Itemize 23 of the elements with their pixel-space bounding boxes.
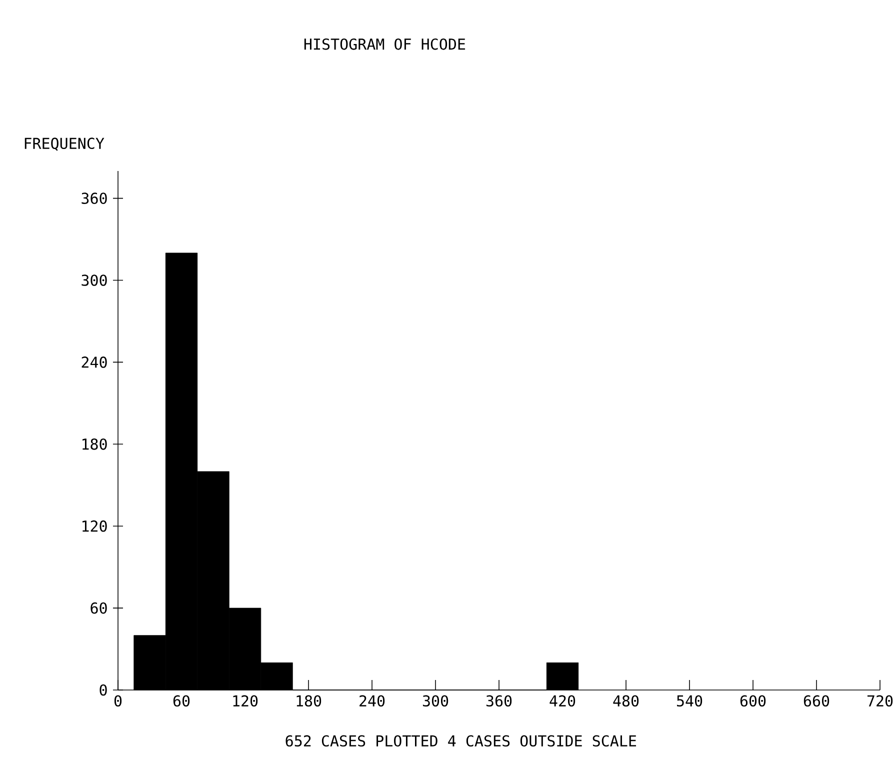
x-tick-label: 660 [804, 695, 830, 707]
chart-title: HISTOGRAM OF HCODE [304, 38, 466, 50]
x-tick-label: 360 [486, 695, 512, 707]
x-tick-label: 180 [296, 695, 322, 707]
y-tick-label: 0 [100, 684, 107, 696]
y-tick-label: 240 [82, 356, 107, 368]
y-tick-label: 180 [82, 438, 107, 450]
x-tick-label: 0 [114, 695, 122, 707]
y-tick-label: 60 [90, 602, 107, 614]
x-tick-label: 600 [740, 695, 766, 707]
x-tick-label: 300 [422, 695, 448, 707]
y-tick-label: 300 [82, 274, 107, 286]
text: 652 CASES PLOTTED 4 CASES OUTSIDE SCALE [286, 735, 636, 747]
y-axis-title: FREQUENCY [24, 138, 104, 151]
y-tick-label: 120 [82, 520, 107, 532]
x-tick-label: 120 [233, 695, 258, 707]
x-tick-label: 60 [173, 695, 190, 707]
x-tick-label: 480 [613, 695, 639, 707]
x-tick-label: 240 [360, 695, 385, 707]
x-tick-label: 540 [677, 695, 702, 707]
x-tick-label: 420 [550, 695, 576, 707]
y-tick-label: 360 [82, 192, 107, 204]
x-tick-label: 720 [867, 695, 893, 707]
